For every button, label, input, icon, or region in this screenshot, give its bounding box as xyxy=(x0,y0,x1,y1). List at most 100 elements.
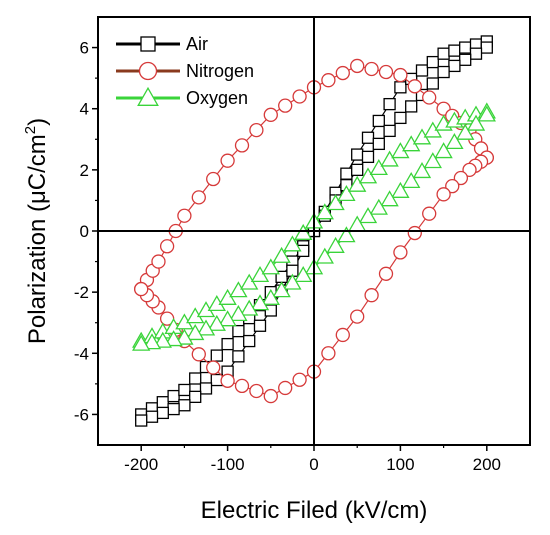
circle-marker xyxy=(407,79,422,94)
circle-marker xyxy=(378,266,394,281)
circle-marker xyxy=(206,171,221,187)
triangle-marker xyxy=(423,152,442,169)
square-marker xyxy=(264,304,277,317)
square-marker xyxy=(415,64,429,77)
square-marker xyxy=(448,59,461,73)
circle-marker xyxy=(220,153,235,168)
triangle-marker xyxy=(315,203,334,220)
square-marker xyxy=(372,114,385,128)
legend: Air Nitrogen Oxygen xyxy=(116,34,254,108)
legend-label: Nitrogen xyxy=(186,61,254,81)
square-marker xyxy=(437,65,450,79)
legend-label: Air xyxy=(186,34,208,54)
triangle-marker xyxy=(164,330,183,347)
y-tick-label: 2 xyxy=(80,161,89,180)
triangle-marker xyxy=(391,181,410,198)
circle-marker xyxy=(220,373,235,388)
reference-lines xyxy=(98,17,530,445)
series-air xyxy=(135,35,493,427)
x-tick-label: 200 xyxy=(473,455,501,474)
circle-marker xyxy=(249,122,264,138)
y-tick-label: -2 xyxy=(74,283,89,302)
circle-marker xyxy=(234,378,250,394)
circle-marker xyxy=(350,309,365,324)
circle-marker xyxy=(191,347,206,362)
series-nitrogen xyxy=(134,58,494,404)
circle-marker xyxy=(134,281,149,297)
circle-marker xyxy=(278,98,293,113)
triangle-marker xyxy=(272,246,291,263)
triangle-marker xyxy=(132,334,151,351)
triangle-marker xyxy=(186,324,205,341)
square-marker xyxy=(405,100,418,113)
triangle-marker xyxy=(434,142,453,159)
legend-marker xyxy=(140,36,156,52)
circle-marker xyxy=(292,89,307,104)
circle-marker xyxy=(321,346,336,361)
circle-marker xyxy=(364,61,379,77)
x-tick-label: 100 xyxy=(386,455,414,474)
triangle-marker xyxy=(175,328,194,345)
circle-marker xyxy=(335,65,350,81)
x-axis-title: Electric Filed (kV/cm) xyxy=(201,497,428,524)
square-marker xyxy=(394,81,407,94)
circle-marker xyxy=(321,73,336,88)
triangle-marker xyxy=(456,123,475,140)
square-marker xyxy=(459,53,472,66)
square-marker xyxy=(437,47,450,60)
square-marker xyxy=(189,390,202,404)
triangle-marker xyxy=(326,236,345,253)
legend-marker xyxy=(138,61,158,81)
y-axis-title: Polarization (μC/cm2) xyxy=(22,118,51,344)
triangle-marker xyxy=(380,150,399,167)
legend-item-air: Air xyxy=(116,34,208,54)
data-layer xyxy=(132,35,496,427)
y-axis-title-superscript: 2 xyxy=(22,126,39,134)
circle-marker xyxy=(263,107,278,122)
square-marker xyxy=(394,111,407,125)
triangle-marker xyxy=(240,299,259,316)
square-marker xyxy=(426,55,439,69)
square-marker xyxy=(253,319,267,332)
square-marker xyxy=(361,131,375,144)
square-marker xyxy=(145,410,159,423)
triangle-marker xyxy=(283,235,302,252)
circle-marker xyxy=(445,179,460,194)
triangle-marker xyxy=(218,310,237,327)
triangle-marker xyxy=(466,114,486,131)
square-marker xyxy=(361,150,375,164)
square-marker xyxy=(167,402,180,416)
square-marker xyxy=(156,406,169,420)
x-tick-label: -200 xyxy=(124,455,158,474)
circle-marker xyxy=(462,162,477,178)
circle-marker xyxy=(234,138,250,153)
square-marker xyxy=(232,350,245,363)
circle-marker xyxy=(206,360,221,375)
y-axis-title-main: Polarization (μC/cm xyxy=(24,134,51,344)
triangle-marker xyxy=(348,175,367,192)
y-tick-label: 4 xyxy=(80,100,89,119)
square-marker xyxy=(221,337,234,351)
square-marker xyxy=(210,349,223,362)
circle-marker xyxy=(378,64,394,80)
circle-marker xyxy=(278,380,293,396)
square-marker xyxy=(178,383,191,397)
circle-marker xyxy=(151,254,166,269)
circle-marker xyxy=(422,90,437,105)
circle-marker xyxy=(364,288,379,303)
square-marker xyxy=(480,41,493,54)
triangle-marker xyxy=(153,331,172,348)
triangle-marker xyxy=(402,171,421,189)
x-tick-label: 0 xyxy=(309,455,318,474)
triangle-marker xyxy=(445,132,464,150)
circle-marker xyxy=(177,208,192,223)
square-marker xyxy=(469,47,483,60)
circle-marker xyxy=(159,239,175,254)
y-tick-label: 6 xyxy=(80,39,89,58)
square-marker xyxy=(459,41,472,54)
legend-item-nitrogen: Nitrogen xyxy=(116,61,254,81)
triangle-marker xyxy=(142,333,162,350)
square-marker xyxy=(340,167,353,180)
